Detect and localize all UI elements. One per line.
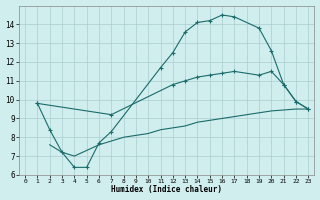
X-axis label: Humidex (Indice chaleur): Humidex (Indice chaleur): [111, 185, 222, 194]
